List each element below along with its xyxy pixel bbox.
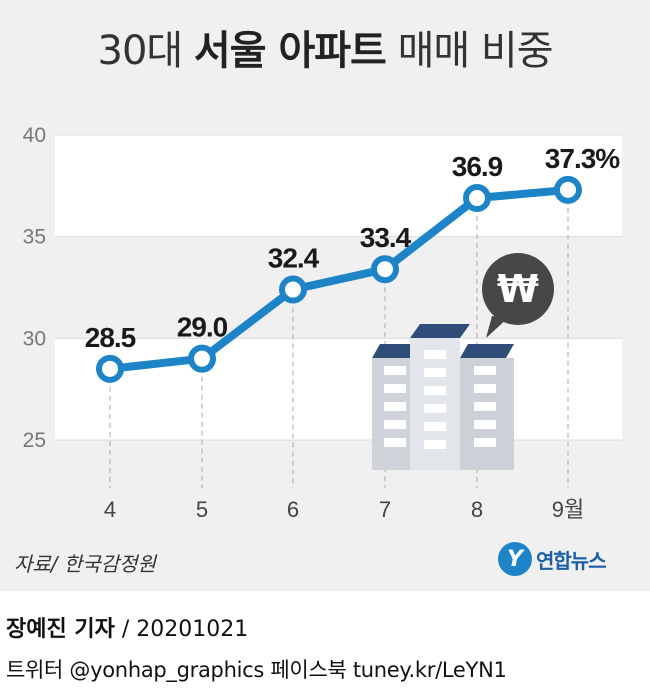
grid-band: [55, 135, 622, 237]
source-note: 자료/ 한국감정원: [14, 552, 156, 576]
title-prefix: 30대: [97, 28, 194, 74]
window: [384, 366, 406, 375]
apartment-illustration: ₩: [372, 253, 554, 470]
data-point: [554, 175, 582, 204]
series-line: [106, 185, 572, 373]
data-label: 29.0: [177, 312, 228, 343]
window: [384, 420, 406, 429]
yonhap-logo-text: 연합뉴스: [536, 548, 607, 573]
y-tick-label: 35: [23, 226, 46, 249]
y-tick-label: 40: [23, 124, 46, 147]
building-mid-roof: [410, 324, 470, 338]
window: [474, 420, 496, 429]
window: [384, 438, 406, 447]
building-right-roof: [460, 344, 514, 358]
x-axis-ticks: 4 5 6 7 8 9월: [104, 497, 584, 522]
data-point: [279, 275, 307, 304]
data-label: 32.4: [268, 243, 320, 274]
window: [424, 422, 446, 431]
data-labels: 28.5 29.0 32.4 33.4 36.9 37.3%: [85, 143, 622, 353]
data-point: [188, 344, 216, 373]
building-windows: [384, 350, 496, 449]
yonhap-logo: Y 연합뉴스: [498, 541, 607, 577]
data-point: [96, 354, 124, 383]
window: [424, 350, 446, 359]
x-tick-label: 9월: [552, 497, 584, 522]
grid-bands: [55, 135, 622, 440]
y-tick-label: 25: [23, 429, 46, 452]
social-links: 트위터 @yonhap_graphics 페이스북 tuney.kr/LeYN1: [6, 658, 507, 682]
window: [424, 386, 446, 395]
y-tick-label: 30: [23, 327, 46, 350]
building-right: [460, 358, 514, 470]
grid-band: [55, 338, 622, 440]
x-tick-label: 5: [196, 497, 208, 522]
window: [474, 384, 496, 393]
yonhap-logo-icon: Y: [498, 542, 532, 576]
reporter-name: 장예진 기자: [6, 617, 115, 642]
page-title: 30대 서울 아파트 매매 비중: [0, 18, 650, 76]
bubble-circle: [482, 253, 554, 325]
window: [424, 368, 446, 377]
won-speech-bubble-icon: ₩: [482, 253, 554, 338]
title-bold: 서울 아파트: [193, 28, 387, 74]
apartment-building-icon: [372, 324, 514, 470]
x-tick-label: 7: [379, 497, 391, 522]
window: [474, 366, 496, 375]
publish-date: / 20201021: [114, 617, 249, 642]
data-label: 36.9: [452, 151, 503, 182]
data-point: [463, 184, 491, 213]
data-label: 28.5: [85, 322, 136, 353]
bubble-tail: [486, 316, 508, 338]
y-axis-ticks: 25 30 35 40: [23, 124, 622, 452]
window: [474, 438, 496, 447]
byline: 장예진 기자 / 20201021: [6, 611, 248, 643]
window: [474, 402, 496, 411]
line-chart: 25 30 35 40 ₩ 28.5 29.0 32.4 33.4 36.9 37.3% 4: [23, 124, 622, 522]
x-tick-label: 8: [471, 497, 483, 522]
data-point: [371, 255, 399, 284]
x-tick-label: 4: [104, 497, 116, 522]
window: [384, 384, 406, 393]
data-label: 37.3%: [545, 143, 620, 174]
data-points: [96, 175, 582, 383]
window: [424, 404, 446, 413]
x-tick-label: 6: [287, 497, 299, 522]
window: [424, 440, 446, 449]
won-symbol: ₩: [497, 267, 539, 311]
title-suffix: 매매 비중: [385, 28, 554, 74]
series-polyline: [106, 185, 572, 373]
window: [384, 402, 406, 411]
data-label: 33.4: [360, 222, 412, 253]
